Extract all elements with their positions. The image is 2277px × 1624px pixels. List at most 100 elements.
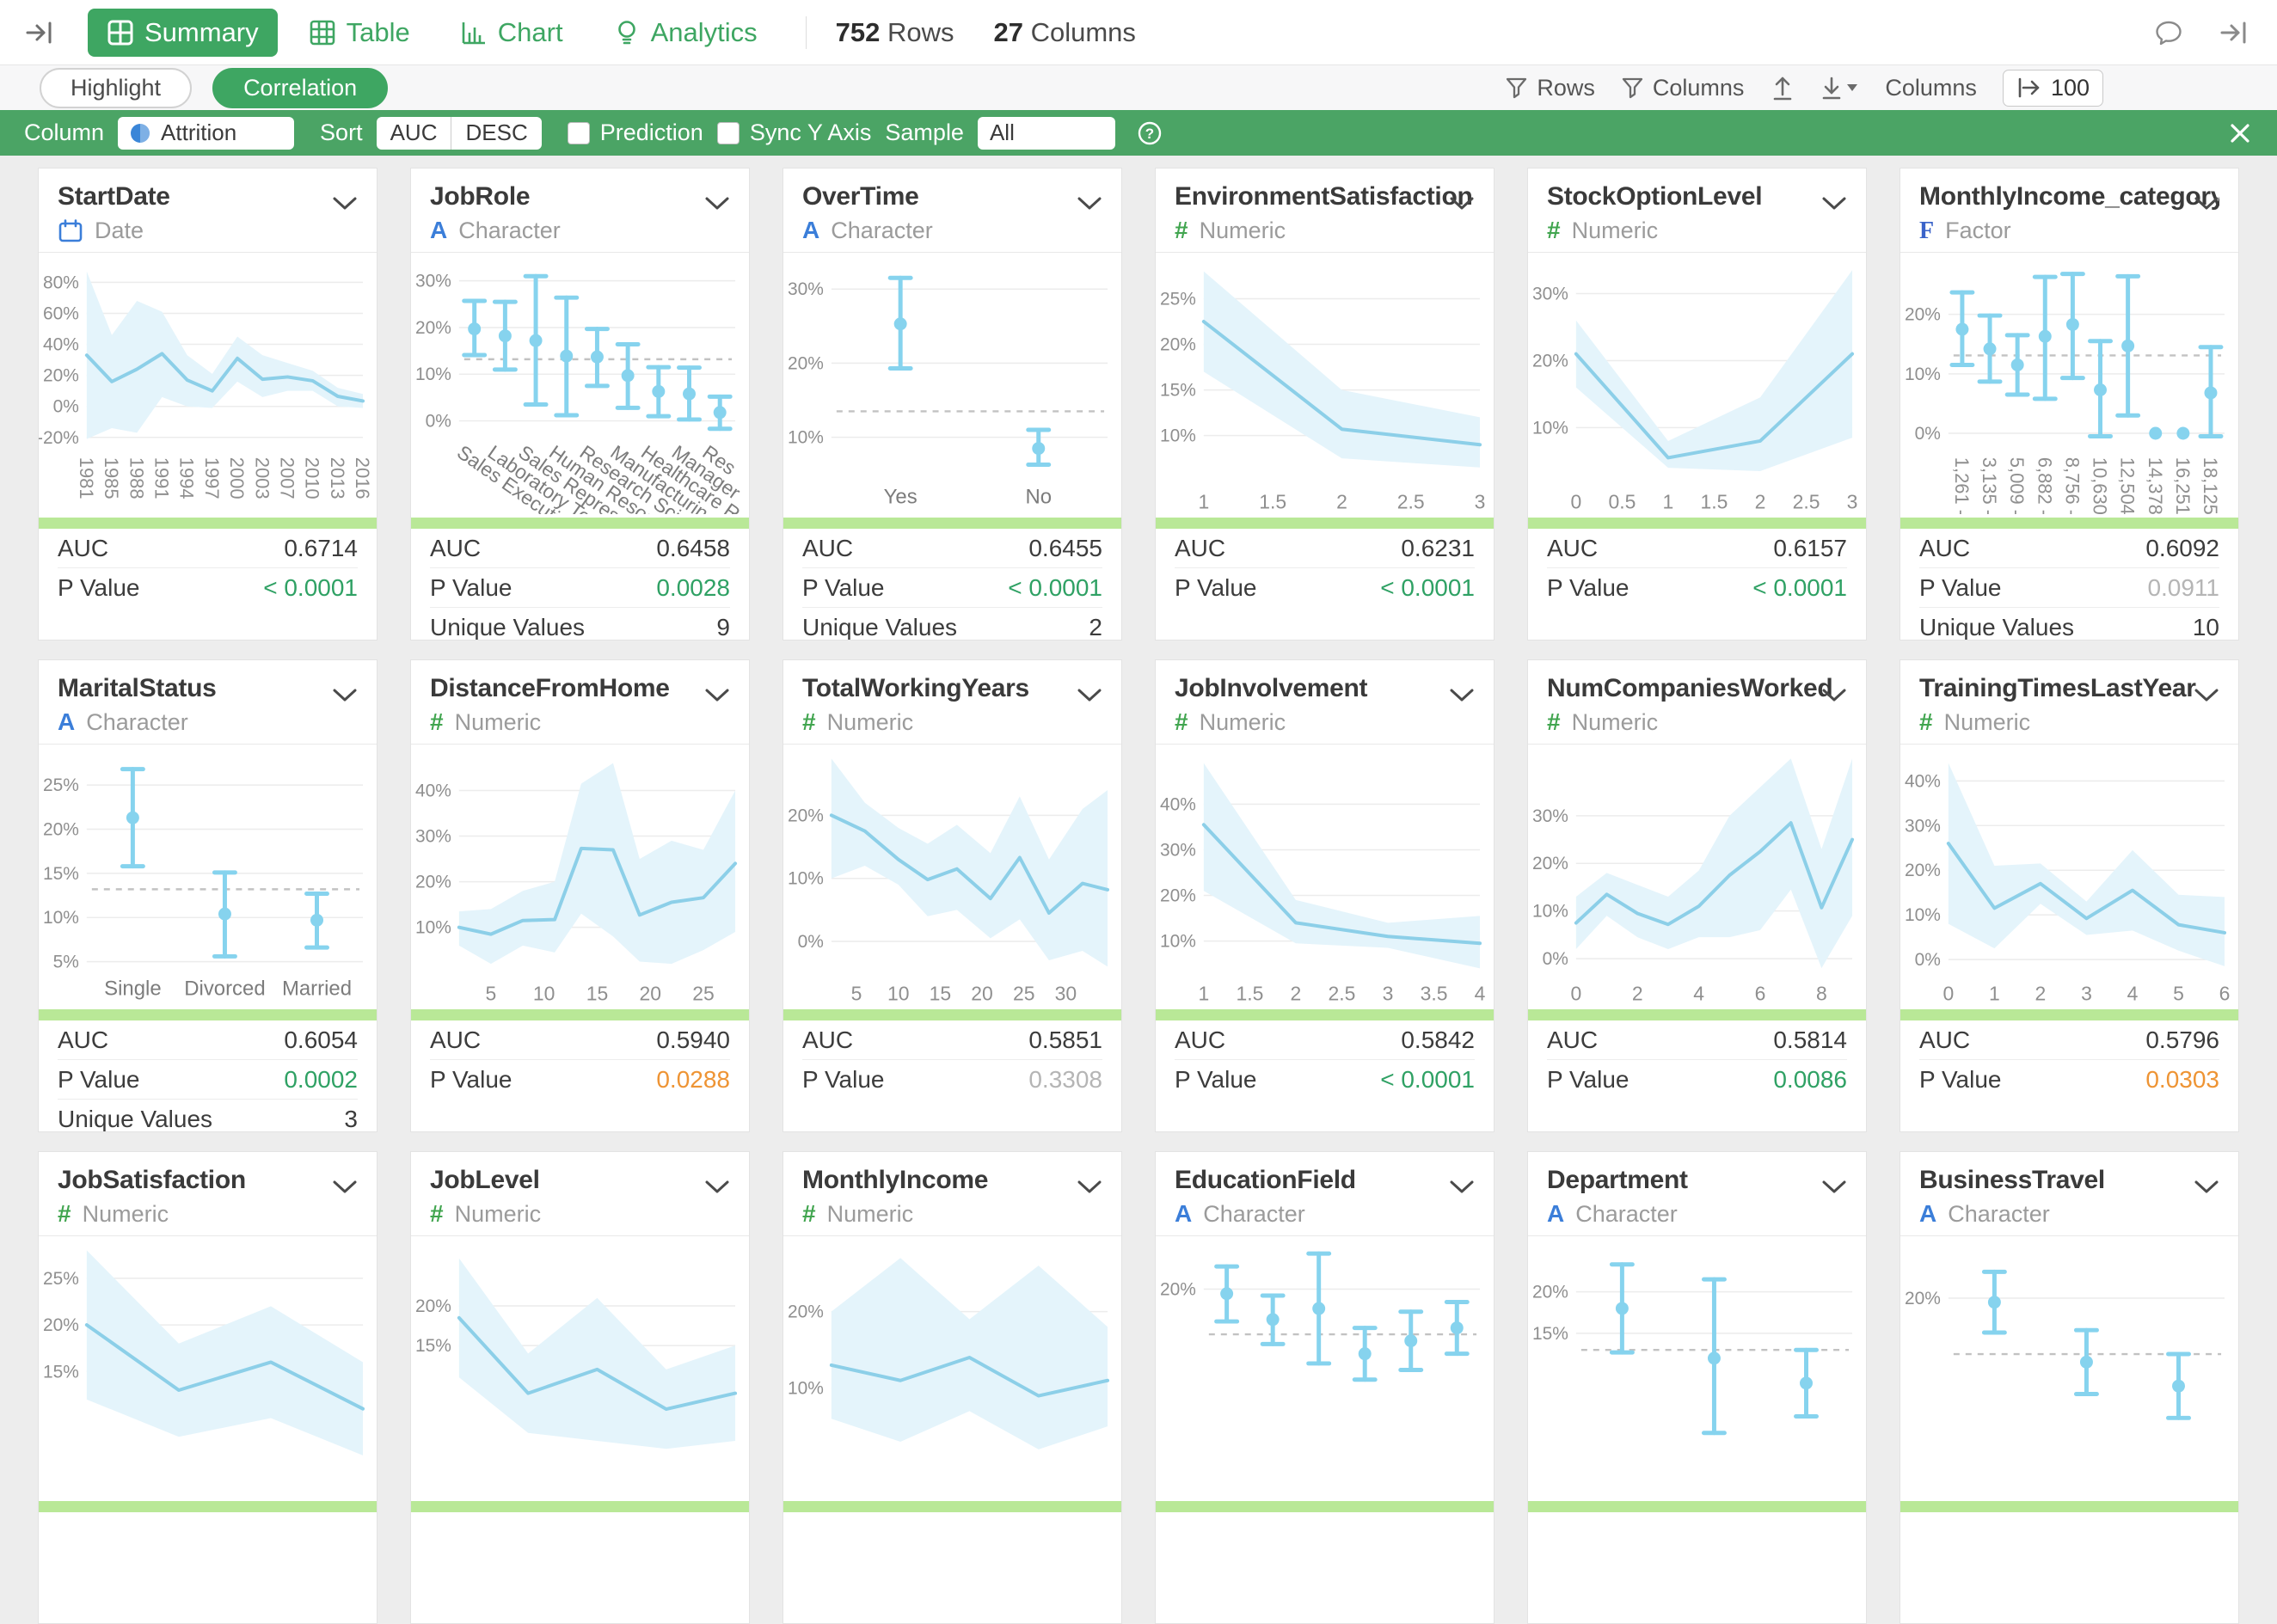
- character-a-icon: A: [58, 709, 75, 736]
- column-type: #Numeric: [1547, 709, 1847, 736]
- svg-text:30%: 30%: [415, 827, 451, 847]
- importance-bar: [39, 1009, 377, 1020]
- chevron-down-icon[interactable]: [1821, 196, 1847, 211]
- svg-text:10: 10: [887, 983, 910, 1005]
- card-header: DistanceFromHome#Numeric: [411, 660, 749, 744]
- stat-value: 0.3308: [1028, 1066, 1102, 1094]
- svg-text:3: 3: [2081, 983, 2092, 1005]
- chevron-down-icon[interactable]: [2194, 1180, 2219, 1195]
- svg-text:2: 2: [2035, 983, 2047, 1005]
- svg-text:30%: 30%: [1905, 816, 1941, 836]
- importance-bar: [1900, 518, 2238, 529]
- tab-summary[interactable]: Summary: [88, 9, 278, 57]
- sort-direction: DESC: [451, 120, 541, 146]
- chevron-down-icon[interactable]: [332, 688, 358, 703]
- stat-label: AUC: [1175, 1026, 1225, 1054]
- stat-row-auc: AUC0.6458: [430, 529, 730, 568]
- stat-row-p-value: P Value0.0288: [430, 1060, 730, 1099]
- upload-icon[interactable]: [1770, 74, 1795, 101]
- card-stats: AUC0.6455P Value< 0.0001Unique Values2: [802, 529, 1102, 640]
- character-a-icon: A: [802, 218, 819, 244]
- download-menu-icon[interactable]: [1821, 74, 1859, 101]
- chevron-down-icon[interactable]: [1077, 1180, 1102, 1195]
- chart-area: -20%0%20%40%60%80%1981198519881991199419…: [39, 253, 377, 516]
- sort-select[interactable]: AUC DESC: [377, 117, 542, 150]
- chart-area: 15%20%: [411, 1236, 749, 1499]
- column-chart: 5%10%15%20%25%SingleDivorcedMarried: [39, 748, 377, 1006]
- tab-analytics[interactable]: Analytics: [594, 9, 776, 57]
- column-card: OverTimeACharacter10%20%30%YesNoAUC0.645…: [783, 168, 1122, 640]
- close-icon[interactable]: [2227, 120, 2253, 146]
- chevron-down-icon[interactable]: [2194, 196, 2219, 211]
- chevron-down-icon[interactable]: [1821, 688, 1847, 703]
- tab-table[interactable]: Table: [290, 9, 429, 57]
- card-header: StockOptionLevel#Numeric: [1528, 169, 1866, 252]
- svg-text:4: 4: [1475, 983, 1486, 1005]
- svg-text:1: 1: [1663, 491, 1674, 513]
- collapse-panel-icon[interactable]: [2219, 17, 2249, 48]
- stat-value: < 0.0001: [1380, 1066, 1475, 1094]
- help-icon[interactable]: ?: [1136, 120, 1163, 147]
- chevron-down-icon[interactable]: [704, 688, 730, 703]
- chevron-down-icon[interactable]: [1449, 196, 1475, 211]
- sample-select[interactable]: All: [978, 117, 1115, 150]
- comment-icon[interactable]: [2153, 17, 2184, 48]
- stat-value: < 0.0001: [1380, 574, 1475, 602]
- importance-bar: [1156, 518, 1494, 529]
- svg-text:1981: 1981: [76, 457, 97, 499]
- filter-columns-button[interactable]: Columns: [1621, 75, 1745, 101]
- correlation-button[interactable]: Correlation: [212, 68, 388, 108]
- column-chart: -20%0%20%40%60%80%1981198519881991199419…: [39, 256, 377, 514]
- column-type-label: Numeric: [827, 1201, 914, 1228]
- column-type: #Numeric: [1175, 218, 1475, 244]
- svg-text:15%: 15%: [43, 864, 79, 884]
- stat-label: P Value: [430, 1066, 512, 1094]
- stat-value: 0.0002: [284, 1066, 358, 1094]
- chevron-down-icon[interactable]: [1449, 688, 1475, 703]
- stat-row-auc: AUC0.5796: [1919, 1020, 2219, 1060]
- svg-text:1.5: 1.5: [1259, 491, 1286, 513]
- columns-limit-box[interactable]: 100: [2003, 70, 2103, 107]
- svg-text:20%: 20%: [415, 318, 451, 338]
- stat-value: 2: [1089, 614, 1102, 641]
- target-column-select[interactable]: Attrition: [118, 117, 294, 150]
- chevron-down-icon[interactable]: [1821, 1180, 1847, 1195]
- chevron-down-icon[interactable]: [1077, 688, 1102, 703]
- svg-text:1: 1: [1989, 983, 2000, 1005]
- expand-sidebar-icon[interactable]: [24, 17, 55, 48]
- importance-bar: [1528, 518, 1866, 529]
- tab-chart[interactable]: Chart: [441, 9, 582, 57]
- svg-text:40%: 40%: [43, 335, 79, 355]
- chevron-down-icon[interactable]: [2194, 688, 2219, 703]
- stat-value: 0.0303: [2145, 1066, 2219, 1094]
- svg-text:10%: 10%: [415, 918, 451, 938]
- card-header: StartDateDate: [39, 169, 377, 252]
- svg-text:Divorced: Divorced: [184, 977, 265, 1001]
- character-a-icon: A: [1919, 1201, 1936, 1228]
- svg-text:20%: 20%: [43, 366, 79, 386]
- stat-row-p-value: P Value0.0002: [58, 1060, 358, 1100]
- chevron-down-icon[interactable]: [704, 1180, 730, 1195]
- stat-row-p-value: P Value< 0.0001: [1175, 1060, 1475, 1099]
- svg-text:5: 5: [2173, 983, 2184, 1005]
- highlight-button[interactable]: Highlight: [40, 68, 192, 108]
- chevron-down-icon[interactable]: [704, 196, 730, 211]
- column-type: ACharacter: [430, 218, 730, 244]
- column-type-label: Numeric: [1200, 218, 1286, 244]
- svg-text:2010: 2010: [302, 457, 323, 499]
- chevron-down-icon[interactable]: [1449, 1180, 1475, 1195]
- prediction-checkbox[interactable]: Prediction: [568, 120, 703, 146]
- svg-text:10%: 10%: [1532, 418, 1568, 438]
- svg-text:?: ?: [1145, 126, 1154, 142]
- card-stats: AUC0.5796P Value0.0303: [1919, 1020, 2219, 1099]
- stat-row-p-value: P Value< 0.0001: [1175, 568, 1475, 607]
- card-stats: AUC0.5814P Value0.0086: [1547, 1020, 1847, 1099]
- column-type-label: Character: [1203, 1201, 1305, 1228]
- chevron-down-icon[interactable]: [1077, 196, 1102, 211]
- stat-row-unique-values: Unique Values10: [1919, 608, 2219, 640]
- sync-y-axis-checkbox[interactable]: Sync Y Axis: [717, 120, 872, 146]
- stat-label: AUC: [58, 535, 108, 562]
- filter-rows-button[interactable]: Rows: [1505, 75, 1595, 101]
- chevron-down-icon[interactable]: [332, 1180, 358, 1195]
- chevron-down-icon[interactable]: [332, 196, 358, 211]
